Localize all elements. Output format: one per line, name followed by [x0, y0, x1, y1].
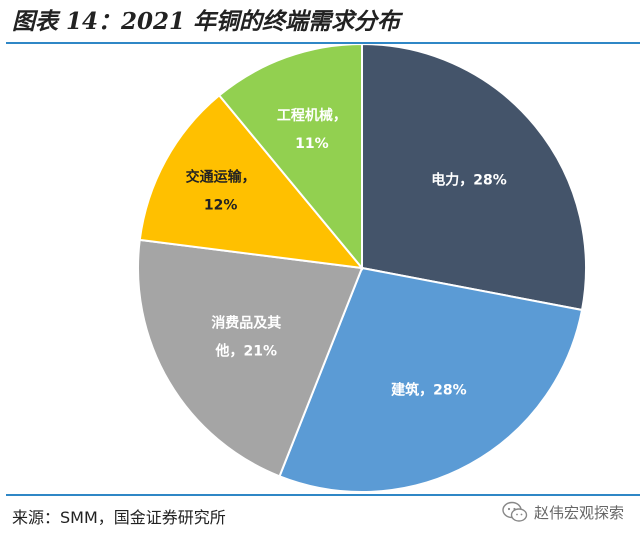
pie-slice-2: [137, 238, 364, 478]
bottom-divider: [6, 494, 640, 496]
pie-slices: [137, 44, 587, 492]
watermark-text: 赵伟宏观探索: [533, 503, 624, 522]
top-divider: [6, 42, 640, 44]
pie-label-3: 交通运输， 12%: [186, 168, 256, 213]
pie-label-4: 工程机械， 11%: [277, 107, 347, 152]
pie-label-2: 消费品及其他，21%: [211, 314, 281, 359]
pie-label-0: 电力，28%: [431, 171, 507, 188]
watermark: 赵伟宏观探索: [502, 500, 624, 524]
source-note: 来源：SMM，国金证券研究所: [12, 508, 226, 527]
chart-title: 图表 14：2021 年铜的终端需求分布: [12, 8, 401, 35]
pie-slice-1: [278, 266, 584, 492]
pie-chart: 电力，28% 建筑，28% 消费品及其他，21% 交通运输， 12% 工程机械， 11%: [137, 44, 587, 492]
wechat-icon: [502, 501, 528, 522]
pie-slice-3: [138, 93, 365, 270]
pie-labels: 电力，28% 建筑，28% 消费品及其他，21% 交通运输， 12% 工程机械， 11%: [186, 107, 507, 399]
pie-slice-4: [217, 44, 363, 271]
pie-slice-0: [361, 44, 587, 312]
pie-label-1: 建筑，28%: [391, 382, 467, 399]
